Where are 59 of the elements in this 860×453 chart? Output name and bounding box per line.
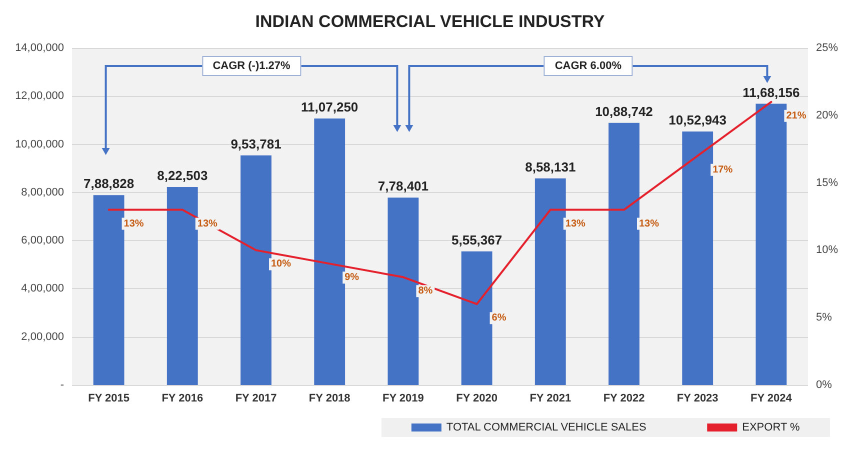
x-tick-label: FY 2022 (603, 392, 645, 404)
data-label: 9,53,781 (230, 136, 282, 152)
bar (93, 195, 124, 385)
data-label: 5,55,367 (451, 232, 502, 248)
data-label: 10,88,742 (595, 104, 653, 119)
y2-tick-label: 0% (816, 379, 832, 391)
y2-tick-label: 10% (816, 244, 838, 256)
bar (608, 122, 640, 385)
x-tick-label: FY 2017 (235, 392, 277, 404)
data-label: 10% (271, 258, 292, 270)
y2-tick-label: 25% (816, 42, 838, 54)
x-tick-label: FY 2015 (88, 392, 130, 404)
y-tick-label: 10,00,000 (15, 138, 64, 150)
annotation: CAGR 6.00% (544, 56, 633, 76)
data-label: 13% (197, 218, 218, 230)
y-tick-label: 14,00,000 (15, 42, 64, 54)
data-label: 7,78,401 (378, 178, 429, 194)
bar (534, 178, 566, 385)
y2-tick-label: 20% (816, 109, 838, 122)
data-label: 11,07,250 (301, 99, 358, 114)
data-label: 13% (639, 218, 660, 230)
y2-tick-label: 5% (816, 312, 832, 324)
bar (756, 104, 787, 385)
x-tick-label: FY 2016 (162, 392, 204, 404)
chart-title: INDIAN COMMERCIAL VEHICLE INDUSTRY (255, 12, 606, 31)
bar (240, 155, 272, 385)
bar (461, 251, 492, 385)
data-label: 17% (712, 164, 733, 176)
x-tick-label: FY 2019 (382, 392, 424, 404)
data-label: 6% (492, 312, 506, 324)
bar (388, 198, 419, 385)
bar (166, 187, 198, 385)
data-label: 13% (565, 218, 586, 230)
x-tick-label: FY 2020 (456, 392, 498, 404)
x-tick-label: FY 2021 (530, 392, 572, 404)
y-tick-label: 4,00,000 (21, 282, 64, 295)
y-tick-label: 12,00,000 (15, 90, 64, 102)
x-tick-label: FY 2018 (308, 392, 350, 404)
data-label: 8,22,503 (157, 168, 208, 184)
data-label: 7,88,828 (83, 176, 134, 192)
x-tick-label: FY 2024 (750, 392, 793, 404)
data-label: 10,52,943 (668, 112, 727, 128)
y-tick-label: 2,00,000 (21, 330, 64, 343)
x-tick-label: FY 2023 (676, 392, 718, 404)
legend-label: TOTAL COMMERCIAL VEHICLE SALES (446, 422, 646, 434)
y-tick-label: 8,00,000 (21, 186, 64, 198)
data-label: 9% (344, 272, 360, 284)
data-label: 13% (124, 218, 144, 230)
bar (314, 118, 346, 385)
data-label: 8% (418, 286, 433, 297)
y2-tick-label: 15% (816, 176, 838, 189)
bar (682, 132, 714, 385)
annotation: CAGR (-)1.27% (202, 56, 302, 76)
y-tick-label: 6,00,000 (21, 234, 64, 247)
y-tick-label: - (60, 379, 64, 391)
data-label: 21% (786, 110, 806, 122)
data-label: 8,58,131 (525, 159, 576, 174)
data-label: 11,68,156 (742, 84, 800, 100)
legend-label: EXPORT % (742, 422, 800, 434)
